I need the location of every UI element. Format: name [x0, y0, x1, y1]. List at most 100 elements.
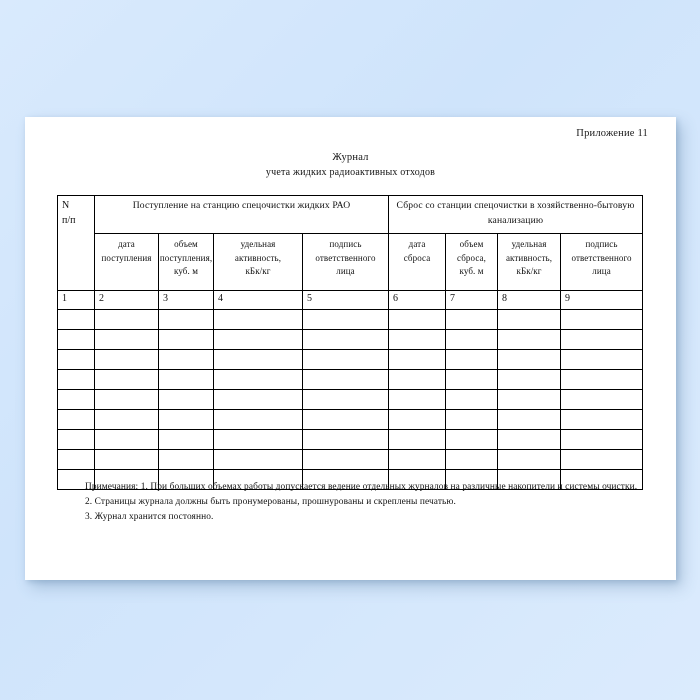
table-row[interactable] [57, 349, 644, 370]
table-cell-empty[interactable] [213, 369, 303, 390]
table-cell-empty[interactable] [497, 409, 562, 430]
sub-header-line2: активность, [234, 252, 282, 263]
column-number-cell: 9 [560, 290, 644, 310]
table-cell-empty[interactable] [301, 369, 390, 390]
group-header-discharge: Сброс со станции спецочистки в хозяйстве… [388, 195, 644, 234]
table-cell-empty[interactable] [213, 349, 303, 370]
table-cell-empty[interactable] [213, 429, 303, 450]
table-cell-empty[interactable] [158, 389, 214, 410]
table-row[interactable] [57, 469, 644, 490]
table-cell-empty[interactable] [560, 389, 644, 410]
sub-header-line2: активность, [505, 252, 553, 263]
table-cell-empty[interactable] [158, 449, 214, 470]
table-cell-empty[interactable] [158, 369, 214, 390]
table-cell-empty[interactable] [94, 329, 159, 350]
table-cell-empty[interactable] [445, 449, 499, 470]
table-cell-empty[interactable] [213, 329, 303, 350]
table-cell-empty[interactable] [158, 329, 214, 350]
table-cell-empty[interactable] [560, 329, 644, 350]
table-cell-empty[interactable] [57, 389, 95, 410]
table-row[interactable] [57, 309, 644, 330]
table-cell-empty[interactable] [560, 449, 644, 470]
table-cell-empty[interactable] [560, 469, 644, 490]
table-cell-empty[interactable] [301, 429, 390, 450]
table-cell-empty[interactable] [57, 369, 95, 390]
table-cell-empty[interactable] [388, 449, 447, 470]
table-cell-empty[interactable] [445, 349, 499, 370]
table-cell-empty[interactable] [388, 349, 447, 370]
table-row[interactable] [57, 369, 644, 390]
table-cell-empty[interactable] [445, 409, 499, 430]
table-cell-empty[interactable] [301, 469, 390, 490]
table-cell-empty[interactable] [445, 329, 499, 350]
table-cell-empty[interactable] [301, 329, 390, 350]
table-cell-empty[interactable] [560, 309, 644, 330]
table-cell-empty[interactable] [497, 329, 562, 350]
table-cell-empty[interactable] [388, 369, 447, 390]
table-cell-empty[interactable] [213, 389, 303, 410]
table-cell-empty[interactable] [497, 369, 562, 390]
table-row[interactable] [57, 429, 644, 450]
table-cell-empty[interactable] [388, 389, 447, 410]
table-cell-empty[interactable] [497, 389, 562, 410]
table-cell-empty[interactable] [94, 309, 159, 330]
table-cell-empty[interactable] [445, 389, 499, 410]
table-cell-empty[interactable] [497, 449, 562, 470]
table-cell-empty[interactable] [158, 309, 214, 330]
table-row[interactable] [57, 329, 644, 350]
table-cell-empty[interactable] [497, 309, 562, 330]
table-cell-empty[interactable] [560, 369, 644, 390]
table-cell-empty[interactable] [94, 449, 159, 470]
sub-header-discharge-volume: объем сброса, куб. м [445, 233, 499, 291]
table-cell-empty[interactable] [301, 349, 390, 370]
table-cell-empty[interactable] [445, 429, 499, 450]
table-cell-empty[interactable] [158, 409, 214, 430]
table-cell-empty[interactable] [497, 429, 562, 450]
table-cell-empty[interactable] [158, 349, 214, 370]
table-cell-empty[interactable] [94, 409, 159, 430]
table-cell-empty[interactable] [213, 309, 303, 330]
table-row[interactable] [57, 409, 644, 430]
sub-header-line1: дата [118, 239, 135, 249]
table-cell-empty[interactable] [497, 349, 562, 370]
column-number-cell: 8 [497, 290, 562, 310]
table-cell-empty[interactable] [57, 409, 95, 430]
page-subtitle: учета жидких радиоактивных отходов [265, 167, 436, 179]
sub-header-line2: сброса, [457, 252, 487, 263]
table-cell-empty[interactable] [213, 449, 303, 470]
table-cell-empty[interactable] [560, 429, 644, 450]
table-cell-empty[interactable] [388, 329, 447, 350]
table-cell-empty[interactable] [388, 309, 447, 330]
table-cell-empty[interactable] [301, 389, 390, 410]
table-row[interactable] [57, 449, 644, 470]
table-cell-empty[interactable] [57, 429, 95, 450]
table-cell-empty[interactable] [94, 389, 159, 410]
note-item-1: Примечания: 1. При больших объемах работ… [85, 482, 638, 492]
table-cell-empty[interactable] [94, 369, 159, 390]
table-cell-empty[interactable] [94, 429, 159, 450]
table-cell-empty[interactable] [388, 429, 447, 450]
sub-header-line2: поступления, [159, 252, 213, 263]
table-cell-empty[interactable] [57, 449, 95, 470]
table-cell-empty[interactable] [301, 449, 390, 470]
table-cell-empty[interactable] [301, 309, 390, 330]
table-cell-empty[interactable] [57, 309, 95, 330]
table-cell-empty[interactable] [57, 329, 95, 350]
table-body: 1 2 3 4 5 6 7 8 9 [57, 290, 644, 490]
table-row[interactable] [57, 389, 644, 410]
table-cell-empty[interactable] [94, 349, 159, 370]
table-cell-empty[interactable] [213, 409, 303, 430]
sub-header-line3: кБк/кг [245, 266, 271, 277]
table-cell-empty[interactable] [57, 349, 95, 370]
table-cell-empty[interactable] [301, 409, 390, 430]
sub-header-line1: удельная [240, 239, 276, 249]
sub-header-line2: ответственного [571, 252, 632, 263]
table-cell-empty[interactable] [388, 409, 447, 430]
sub-header-line3: кБк/кг [516, 266, 542, 277]
table-cell-empty[interactable] [560, 349, 644, 370]
sub-header-discharge-date: дата сброса [388, 233, 447, 291]
table-cell-empty[interactable] [445, 369, 499, 390]
table-cell-empty[interactable] [445, 309, 499, 330]
table-cell-empty[interactable] [158, 429, 214, 450]
table-cell-empty[interactable] [560, 409, 644, 430]
